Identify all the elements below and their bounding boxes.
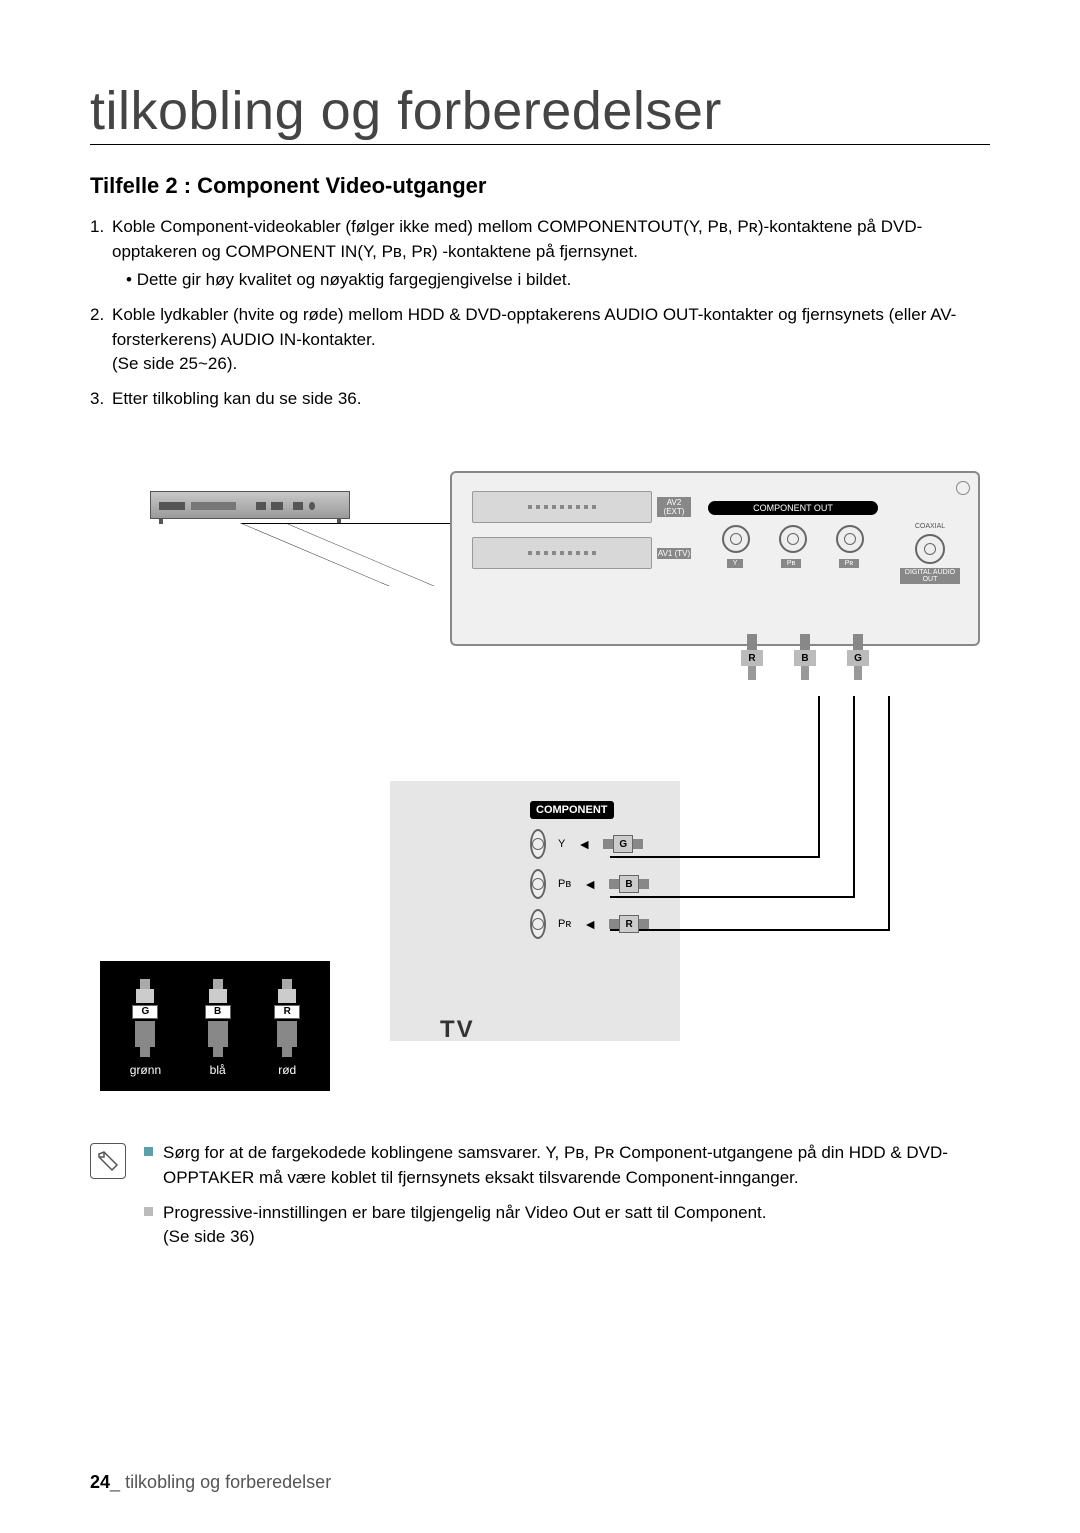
rca-jack-icon <box>779 525 807 553</box>
rca-jack-icon <box>836 525 864 553</box>
plug-letter: G <box>613 835 633 853</box>
note-item: Progressive-innstillingen er bare tilgje… <box>144 1201 990 1250</box>
section-heading: Tilfelle 2 : Component Video-utganger <box>90 173 990 199</box>
jack-label: Y <box>558 838 565 850</box>
note-text: Progressive-innstillingen er bare tilgje… <box>163 1201 767 1250</box>
component-out-group: COMPONENT OUT Y Pʙ Pʀ <box>708 501 878 568</box>
scart-port: AV1 (TV) <box>472 537 652 569</box>
step-text: Etter tilkobling kan du se side 36. <box>112 389 361 408</box>
note-icon <box>90 1143 126 1179</box>
cable-line <box>888 696 890 931</box>
bullet-icon <box>144 1147 153 1156</box>
plug-icon: B <box>609 875 649 893</box>
cable-line <box>610 896 855 898</box>
page-footer: 24_ tilkobling og forberedelser <box>90 1472 331 1493</box>
scart-port: AV2 (EXT) <box>472 491 652 523</box>
note-item: Sørg for at de fargekodede koblingene sa… <box>144 1141 990 1190</box>
tv-label: TV <box>440 1016 475 1044</box>
color-legend: G grønn B blå R rød <box>100 961 330 1091</box>
plug-letter: B <box>619 875 639 893</box>
footer-sep: _ <box>110 1472 120 1492</box>
plug-letter: B <box>205 1005 231 1019</box>
dvd-recorder-icon <box>150 491 350 519</box>
arrow-icon: ◄ <box>577 836 591 852</box>
jack-label: Y <box>727 559 744 568</box>
plug-letter: R <box>619 915 639 933</box>
bullet-icon <box>144 1207 153 1216</box>
step-number: 1. <box>90 215 104 240</box>
rca-jack-icon <box>722 525 750 553</box>
plug-icon: R <box>738 634 766 680</box>
note-list: Sørg for at de fargekodede koblingene sa… <box>144 1141 990 1260</box>
cable-line <box>853 696 855 896</box>
arrow-icon: ◄ <box>583 876 597 892</box>
cable-line <box>610 856 820 858</box>
connection-diagram: AV2 (EXT) AV1 (TV) COMPONENT OUT Y Pʙ P <box>100 471 980 1091</box>
legend-label: blå <box>205 1063 231 1077</box>
page-number: 24 <box>90 1472 110 1492</box>
step-list: 1. Koble Component-videokabler (følger i… <box>90 215 990 411</box>
legend-item: R rød <box>274 979 300 1077</box>
rca-jack-icon <box>530 909 546 939</box>
plug-letter: G <box>847 650 869 666</box>
plug-icon: R <box>609 915 649 933</box>
step-text: Koble lydkabler (hvite og røde) mellom H… <box>112 305 956 373</box>
step-number: 3. <box>90 387 104 412</box>
plug-letter: B <box>794 650 816 666</box>
step-item: 1. Koble Component-videokabler (følger i… <box>112 215 990 293</box>
plug-icon: G <box>603 835 643 853</box>
jack-label: Pʙ <box>781 559 801 568</box>
note-text: Sørg for at de fargekodede koblingene sa… <box>163 1141 990 1190</box>
plug-icon: B <box>791 634 819 680</box>
component-out-title: COMPONENT OUT <box>708 501 878 515</box>
arrow-icon: ◄ <box>583 916 597 932</box>
plug-letter: G <box>132 1005 158 1019</box>
tv-back-panel: AV2 (EXT) AV1 (TV) COMPONENT OUT Y Pʙ P <box>450 471 980 646</box>
legend-label: rød <box>274 1063 300 1077</box>
screw-icon <box>956 481 970 495</box>
footer-label: tilkobling og forberedelser <box>125 1472 331 1492</box>
cable-line <box>818 696 820 856</box>
step-sub-bullet: Dette gir høy kvalitet og nøyaktig farge… <box>112 268 990 293</box>
legend-item: G grønn <box>130 979 161 1077</box>
rca-jack-icon <box>530 869 546 899</box>
scart-label: AV2 (EXT) <box>657 497 691 517</box>
jack-label: Pʙ <box>558 878 571 890</box>
coax-sublabel: DIGITAL AUDIO OUT <box>900 568 960 584</box>
cable-line <box>610 929 890 931</box>
plug-letter: R <box>741 650 763 666</box>
legend-label: grønn <box>130 1063 161 1077</box>
cable-plugs: R B G <box>738 634 872 680</box>
step-item: 2. Koble lydkabler (hvite og røde) mello… <box>112 303 990 377</box>
legend-item: B blå <box>205 979 231 1077</box>
rca-jack-icon <box>915 534 945 564</box>
coaxial-group: COAXIAL DIGITAL AUDIO OUT <box>900 523 960 584</box>
component-in-title: COMPONENT <box>530 801 614 819</box>
scart-ports: AV2 (EXT) AV1 (TV) <box>472 491 652 583</box>
step-item: 3. Etter tilkobling kan du se side 36. <box>112 387 990 412</box>
component-in-panel: COMPONENT Y ◄ G Pʙ ◄ B Pʀ ◄ R <box>530 801 640 939</box>
plug-icon: G <box>844 634 872 680</box>
rca-jack-icon <box>530 829 546 859</box>
jack-label: Pʀ <box>839 559 859 568</box>
coax-label: COAXIAL <box>900 523 960 530</box>
step-number: 2. <box>90 303 104 328</box>
notes-block: Sørg for at de fargekodede koblingene sa… <box>90 1141 990 1260</box>
jack-label: Pʀ <box>558 918 571 930</box>
step-text: Koble Component-videokabler (følger ikke… <box>112 217 922 261</box>
plug-letter: R <box>274 1005 300 1019</box>
scart-label: AV1 (TV) <box>657 548 691 559</box>
page-title: tilkobling og forberedelser <box>90 80 990 145</box>
